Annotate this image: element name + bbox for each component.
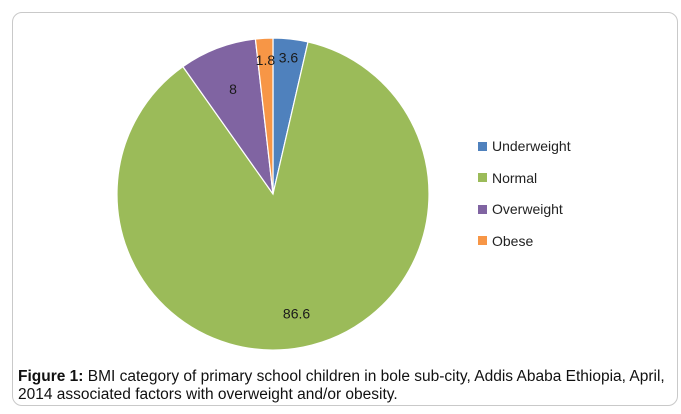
legend-item-normal: Normal (478, 170, 571, 186)
pie-slice-normal (116, 41, 430, 351)
legend-label-normal: Normal (492, 169, 538, 186)
data-label-obese: 1.8 (256, 52, 276, 68)
legend-label-overweight: Overweight (492, 201, 563, 217)
legend-swatch-overweight (478, 204, 487, 214)
legend-item-underweight: Underweight (478, 138, 571, 154)
legend-item-overweight: Overweight (478, 201, 571, 217)
pie-slice-obese (254, 37, 274, 195)
legend-label-obese: Obese (492, 232, 534, 249)
caption-label: Figure 1: (18, 368, 84, 385)
legend-swatch-normal (478, 173, 487, 182)
data-label-underweight: 3.6 (279, 50, 299, 66)
legend-swatch-underweight (478, 141, 487, 151)
pie-chart: 3.6 86.6 8 1.8 (116, 37, 430, 351)
legend-swatch-obese (478, 236, 487, 245)
caption-text: BMI category of primary school children … (18, 368, 665, 403)
data-label-normal: 86.6 (283, 305, 310, 321)
data-label-overweight: 8 (229, 81, 237, 97)
legend-item-obese: Obese (478, 233, 571, 249)
legend: Underweight Normal Overweight Obese (478, 138, 571, 264)
legend-label-underweight: Underweight (492, 138, 571, 154)
figure-caption: Figure 1: BMI category of primary school… (18, 368, 673, 404)
